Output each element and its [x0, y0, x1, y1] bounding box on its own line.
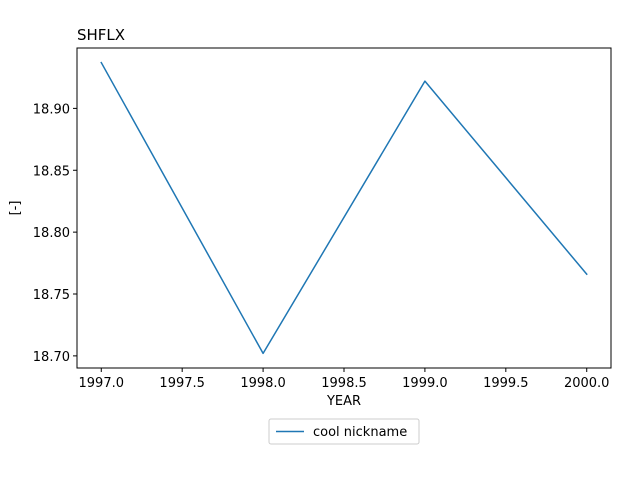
y-tick-label: 18.70 — [33, 350, 70, 365]
x-tick-label: 1999.5 — [483, 376, 529, 391]
y-axis-ticks: 18.70 18.75 18.80 18.85 18.90 — [33, 102, 77, 365]
y-tick-label: 18.90 — [33, 102, 70, 117]
legend: cool nickname — [268, 418, 420, 445]
y-tick-label: 18.75 — [33, 288, 70, 303]
x-tick-label: 1997.0 — [79, 376, 125, 391]
series-layer — [100, 61, 588, 355]
series-line — [100, 61, 588, 355]
chart-title: SHFLX — [77, 26, 125, 44]
x-tick-label: 1997.5 — [159, 376, 205, 391]
x-tick-label: 1998.0 — [240, 376, 286, 391]
x-tick-label: 1999.0 — [402, 376, 448, 391]
x-tick-label: 2000.0 — [564, 376, 610, 391]
y-axis-label: [-] — [8, 201, 23, 216]
axes-frame — [76, 47, 612, 369]
y-tick-label: 18.80 — [33, 226, 70, 241]
x-tick-label: 1998.5 — [321, 376, 367, 391]
y-tick-label: 18.85 — [33, 164, 70, 179]
legend-box — [268, 418, 420, 445]
x-axis-ticks: 1997.0 1997.5 1998.0 1998.5 1999.0 1999.5 2000… — [79, 368, 610, 391]
legend-label: cool nickname — [313, 425, 407, 440]
x-axis-label: YEAR — [326, 394, 361, 409]
